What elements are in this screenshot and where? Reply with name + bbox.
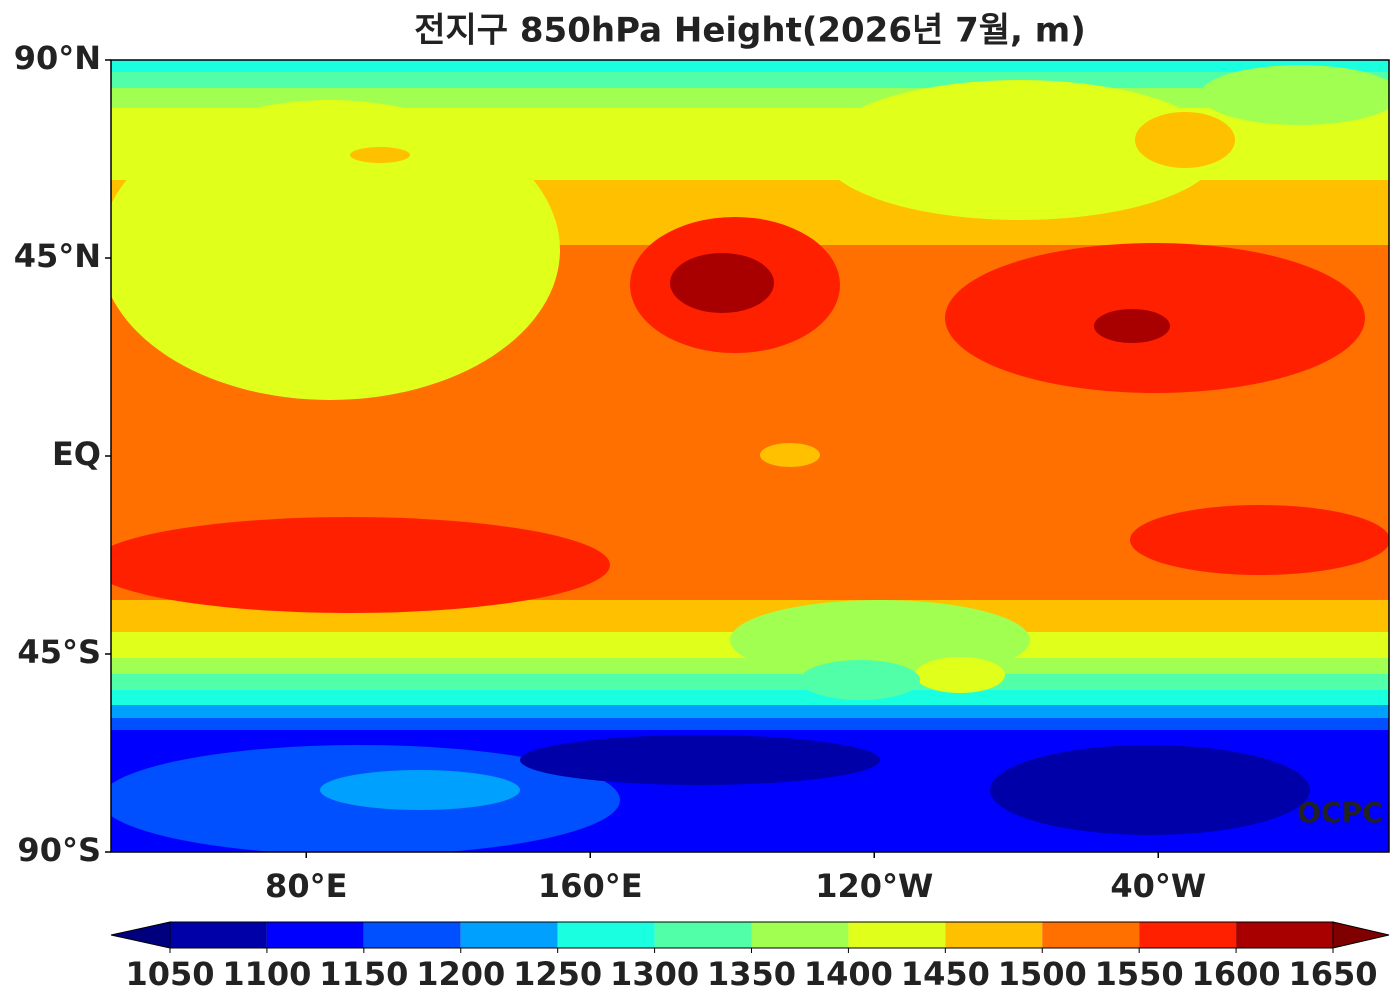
colorbar-segment [848, 922, 946, 948]
colorbar-segment [1139, 922, 1237, 948]
field-contour [670, 253, 774, 313]
field-contour [915, 657, 1005, 693]
colorbar-tick-label: 1200 [416, 955, 505, 993]
colorbar-tick-label: 1450 [901, 955, 990, 993]
field-band [111, 72, 1389, 88]
lon-tick-label: 160°E [538, 867, 643, 905]
colorbar-tick-label: 1400 [804, 955, 893, 993]
colorbar-segment [945, 922, 1043, 948]
field-contour [111, 100, 560, 400]
colorbar-tick-label: 1100 [222, 955, 311, 993]
colorbar-tick-label: 1550 [1095, 955, 1184, 993]
map-field [111, 60, 1389, 852]
field-contour [350, 147, 410, 163]
colorbar-segment [363, 922, 461, 948]
lat-tick-label: EQ [52, 435, 101, 473]
map-title: 전지구 850hPa Height(2026년 7월, m) [414, 11, 1086, 51]
colorbar-segment [654, 922, 752, 948]
field-contour [1130, 505, 1389, 575]
colorbar-tick-label: 1250 [513, 955, 602, 993]
field-band [111, 674, 1389, 690]
colorbar-segment [266, 922, 364, 948]
field-band [111, 690, 1389, 705]
lon-tick-label: 80°E [265, 867, 347, 905]
colorbar-over [1332, 921, 1390, 949]
colorbar-segment [1042, 922, 1140, 948]
colorbar-segment [460, 922, 558, 948]
colorbar-tick-label: 1050 [125, 955, 214, 993]
field-contour [111, 517, 610, 613]
field-contour [1135, 112, 1235, 168]
field-band [111, 705, 1389, 718]
colorbar-tick-label: 1600 [1192, 955, 1281, 993]
lat-tick-label: 90°N [14, 39, 101, 77]
field-contour [320, 770, 520, 810]
lat-tick-label: 45°S [17, 633, 101, 671]
colorbar-tick-label: 1350 [707, 955, 796, 993]
field-contour [1094, 309, 1170, 343]
lon-tick-label: 120°W [815, 867, 933, 905]
field-contour [520, 735, 880, 785]
field-band [111, 718, 1389, 730]
colorbar-segment [557, 922, 655, 948]
field-band [111, 60, 1389, 72]
colorbar-segment [170, 922, 267, 948]
colorbar-segment [751, 922, 849, 948]
colorbar-under [110, 921, 171, 949]
colorbar-tick-label: 1500 [998, 955, 1087, 993]
field-band [111, 658, 1389, 674]
lat-tick-label: 90°S [17, 831, 101, 869]
colorbar-segment [1236, 922, 1333, 948]
colorbar-tick-label: 1300 [610, 955, 699, 993]
colorbar-tick-label: 1150 [319, 955, 408, 993]
field-contour [800, 660, 920, 700]
field-contour [760, 443, 820, 467]
field-contour [990, 745, 1310, 835]
lon-tick-label: 40°W [1110, 867, 1206, 905]
field-contour [820, 80, 1220, 220]
field-contour [1200, 65, 1389, 125]
credit: OCPC [1297, 796, 1382, 829]
lat-tick-label: 45°N [14, 237, 101, 275]
colorbar-tick-label: 1650 [1288, 955, 1377, 993]
